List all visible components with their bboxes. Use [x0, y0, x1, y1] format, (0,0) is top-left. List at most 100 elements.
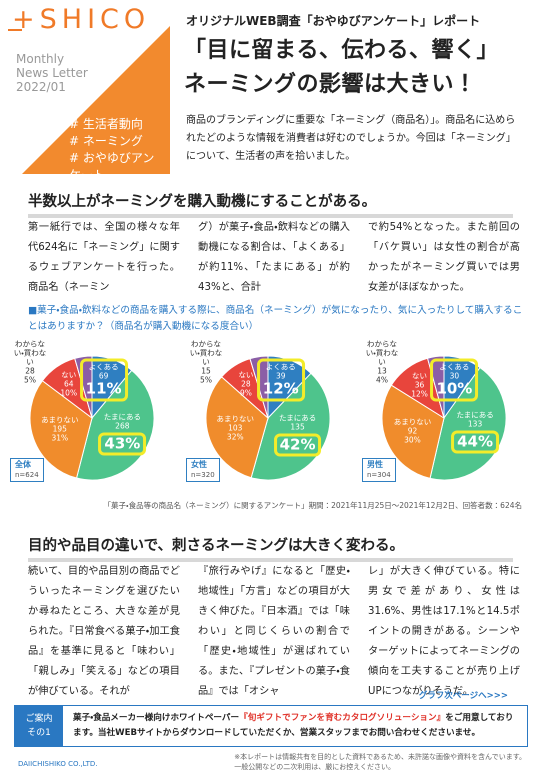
category-label: わからない・買わない — [365, 339, 399, 367]
slice-label: よくある 69 11% — [79, 358, 128, 402]
slice-label: たまにある 133 44% — [451, 410, 500, 454]
newsletter-line: 2022/01 — [16, 80, 66, 94]
notice-highlight: 『旬ギフトでファンを育むカタログソリューション』 — [239, 713, 446, 723]
section-heading: 半数以上がネーミングを購入動機にすることがある。 — [28, 190, 513, 218]
group-label: 女性 n=320 — [186, 458, 220, 482]
pie-chart: よくある 30 10% たまにある 133 44% あまりない 92 30% ない 36 12% わから… — [356, 340, 531, 498]
column: 続いて、目的や品目別の商品でどういったネーミングを選びたいか尋ねたところ、大きな… — [28, 566, 180, 697]
title-line: 「目に留まる、伝わる、響く」 — [184, 38, 500, 63]
count-label: 28 — [241, 379, 251, 389]
slice-label: わからない・買わない 13 4% — [362, 340, 402, 385]
count-label: 64 — [63, 379, 74, 389]
category-label: よくある — [88, 362, 119, 372]
slice-label: あまりない 195 31% — [41, 416, 79, 443]
column: グ）が菓子・食品・飲料などの購入動機になる割合は、「よくある」が約11%、「たま… — [198, 222, 350, 293]
title: 「目に留まる、伝わる、響く」 ネーミングの影響は大きい！ — [184, 34, 499, 102]
percent-label: 5% — [24, 375, 36, 385]
notice-part: 菓子・食品メーカー様向けホワイトペーパー — [73, 713, 240, 723]
orange-panel — [22, 26, 170, 174]
badge-line: その1 — [27, 728, 51, 738]
percent-label: 44% — [451, 430, 500, 454]
pie-chart: よくある 39 12% たまにある 135 42% あまりない 103 32% ない 28 9% わから… — [180, 340, 355, 498]
notice-part: をご用意しております。当社WEBサイトからダウンロードしていただくか、営業スタッ… — [73, 713, 514, 738]
group-name: 全体 — [15, 460, 31, 469]
percent-label: 31% — [51, 433, 69, 443]
count-label: 69 — [98, 371, 109, 381]
count-label: 135 — [290, 422, 305, 432]
category-label: たまにある — [456, 410, 494, 420]
newsletter-line: Monthly — [16, 52, 65, 66]
logo: +SHICO — [12, 4, 151, 35]
tag: # 生活者動向 — [69, 117, 143, 131]
percent-label: 42% — [273, 433, 322, 457]
tags: # 生活者動向 # ネーミング # おやゆびアンケート — [69, 116, 165, 184]
group-name: 男性 — [367, 460, 383, 469]
notice-box: ご案内 その1 菓子・食品メーカー様向けホワイトペーパー『旬ギフトでファンを育む… — [14, 705, 528, 747]
percent-label: 12% — [262, 379, 299, 398]
count-label: 36 — [414, 380, 425, 390]
slice-label: よくある 30 10% — [430, 358, 479, 402]
count-label: 15 — [201, 366, 211, 376]
column: 『旅行みやげ』になると「歴史・地域性」「方言」などの項目が大きく伸びた。『日本酒… — [198, 566, 350, 697]
column: レ」が大きく伸びている。特に男女で差があり、女性は31.6%、男性は17.1%と… — [368, 566, 520, 697]
category-label: たまにある — [278, 413, 317, 423]
pie-slice — [74, 355, 93, 419]
group-n: n=304 — [367, 471, 391, 479]
group-name: 女性 — [191, 460, 207, 469]
count-label: 39 — [275, 371, 286, 381]
group-n: n=624 — [15, 471, 39, 479]
source: 「菓子・食品等の商品名（ネーミング）に関するアンケート」期間：2021年11月2… — [103, 501, 522, 510]
question: ■菓子・食品・飲料などの商品を購入する際に、商品名（ネーミング）が気になったり、… — [28, 305, 523, 332]
section-heading: 目的や品目の違いで、刺さるネーミングは大きく変わる。 — [28, 534, 513, 562]
tag: # ネーミング — [69, 134, 143, 148]
pie-slice — [29, 380, 93, 479]
count-label: 195 — [52, 424, 67, 434]
count-label: 92 — [407, 426, 418, 436]
category-label: わからない・買わない — [13, 339, 47, 367]
slice-label: わからない・買わない 28 5% — [10, 340, 50, 385]
group-label: 男性 n=304 — [362, 458, 396, 482]
count-label: 268 — [115, 421, 130, 431]
percent-label: 30% — [404, 435, 421, 445]
category-label: ない — [238, 370, 254, 380]
slice-label: あまりない 92 30% — [394, 418, 432, 445]
column: 第一紙行では、全国の様々な年代624名に「ネーミング」に関するウェブアンケートを… — [28, 222, 180, 293]
company: DAIICHISHIKO CO.,LTD. — [18, 760, 98, 768]
category-label: あまりない — [216, 414, 255, 424]
notes: ※本レポートは情報共有を目的とした資料であるため、未許諾な画像や資料を含んでいま… — [234, 752, 526, 772]
percent-label: 10% — [436, 379, 473, 398]
slice-label: たまにある 135 42% — [273, 413, 322, 457]
column: で約54%となった。また前回の「バケ買い」は女性の割合が高かったがネーミング買い… — [368, 222, 520, 293]
intro: 商品のブランディングに重要な「ネーミング（商品名）」。商品名に込められたどのよう… — [186, 115, 516, 162]
pie-slice — [205, 376, 269, 479]
pie-chart: よくある 69 11% たまにある 268 43% あまりない 195 31% ない 64 10% わか… — [4, 340, 179, 498]
category-label: よくある — [265, 362, 296, 372]
slice-label: わからない・買わない 15 5% — [186, 340, 226, 385]
count-label: 133 — [467, 419, 483, 429]
count-label: 30 — [449, 371, 460, 381]
category-label: よくある — [439, 362, 470, 372]
note: ※本レポートは情報共有を目的とした資料であるため、未許諾な画像や資料を含んでいま… — [234, 753, 526, 761]
header-graphic — [8, 26, 170, 174]
next-page-link[interactable]: グラフ次ページへ>>> — [418, 691, 508, 701]
slice-label: よくある 39 12% — [256, 358, 305, 402]
pie-slice — [250, 372, 331, 481]
percent-label: 12% — [411, 389, 428, 399]
badge-line: ご案内 — [25, 714, 53, 724]
notice-badge: ご案内 その1 — [15, 706, 63, 746]
category-label: たまにある — [103, 412, 141, 422]
percent-label: 43% — [98, 432, 147, 456]
category-label: あまりない — [393, 417, 432, 427]
count-label: 28 — [25, 366, 35, 376]
group-n: n=320 — [191, 471, 215, 479]
count-label: 103 — [228, 423, 243, 433]
percent-label: 4% — [376, 375, 388, 385]
category-label: わからない・買わない — [189, 339, 223, 367]
category-label: ない — [61, 370, 77, 380]
title-line: ネーミングの影響は大きい！ — [184, 72, 477, 97]
newsletter: Monthly News Letter 2022/01 — [16, 52, 88, 94]
percent-label: 10% — [60, 388, 78, 398]
newsletter-line: News Letter — [16, 66, 88, 80]
